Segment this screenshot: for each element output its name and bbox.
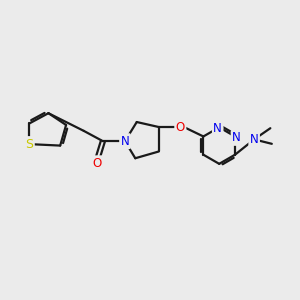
Text: S: S [25, 138, 33, 151]
Text: O: O [176, 121, 185, 134]
Text: N: N [232, 131, 241, 144]
Text: N: N [213, 122, 222, 135]
Text: N: N [121, 135, 129, 148]
Text: N: N [250, 133, 259, 146]
Text: O: O [92, 157, 102, 170]
